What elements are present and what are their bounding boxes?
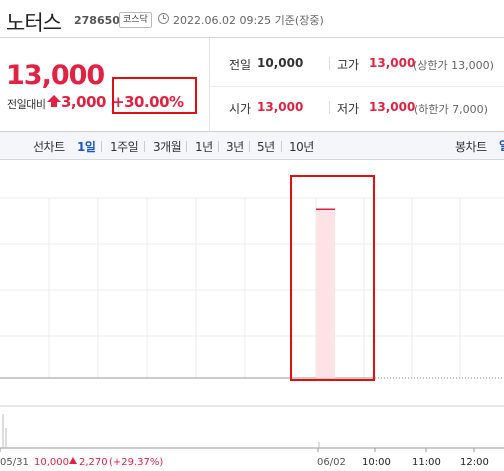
lower-limit: (하한가 7,000) [414,103,488,116]
candle-chart-tab[interactable]: 봉차트 [455,140,487,154]
prev-close-value: 10,000 [257,56,304,70]
chart-toolbar [0,132,504,159]
period-3y-tab[interactable]: 3년 [226,140,244,154]
line-chart-tab[interactable]: 선차트 [33,140,65,154]
open-value: 13,000 [257,100,304,114]
change-label: 전일대비 [7,98,46,111]
divider [0,131,504,132]
prev-day-price: 10,000 [34,457,69,468]
x-tick-label: 06/02 [317,457,346,468]
separator [186,141,187,152]
open-label: 시가 [229,102,252,116]
separator [329,101,330,114]
clock-icon [158,13,169,24]
chart-labels: 05/31 06/02 10:00 11:00 12:00 10,000 2,270 (+29… [0,457,489,468]
low-label: 저가 [337,102,360,116]
divider [0,37,504,38]
period-10y-tab[interactable]: 10년 [289,140,314,154]
divider [209,38,210,131]
change-amount: 3,000 [61,93,106,111]
intraday-chart: 05/31 06/02 10:00 11:00 12:00 10,000 2,270 (+29… [0,197,504,468]
high-value: 13,000 [369,56,416,70]
period-3m-tab[interactable]: 3개월 [153,140,182,154]
current-price: 13,000 [6,60,105,91]
high-label: 고가 [337,58,360,72]
highlight-box-bar [290,175,375,381]
price-area [316,209,335,378]
prev-close-label: 전일 [229,58,252,72]
change-percent: +30.00% [112,93,184,111]
upper-limit: (상한가 13,000) [413,59,494,72]
separator [144,141,145,152]
low-value: 13,000 [369,100,416,114]
x-tick-label: 11:00 [412,457,441,468]
x-tick-label: 10:00 [362,457,391,468]
prev-day-change: 2,270 [79,457,108,468]
x-tick-label: 05/31 [0,457,29,468]
separator [329,57,330,70]
separator [101,141,102,152]
up-triangle-icon [69,457,77,464]
period-1w-tab[interactable]: 1주일 [110,140,139,154]
period-1d-tab[interactable]: 1일 [77,140,96,154]
highlight-box-percent [112,77,197,114]
divider [209,86,504,87]
stock-code: 278650 [74,14,120,27]
chart-marks [2,208,335,448]
prev-day-percent: (+29.37%) [109,457,163,468]
timestamp: 2022.06.02 09:25 기준(장중) [173,14,324,27]
x-tick-label: 12:00 [460,457,489,468]
divider [0,159,504,160]
separator [249,141,250,152]
up-arrow-icon [47,95,61,102]
period-1y-tab[interactable]: 1년 [195,140,213,154]
separator [218,141,219,152]
separator [281,141,282,152]
partial-tab[interactable]: 일 [499,137,504,151]
up-arrow-icon-stem [51,102,57,107]
chart-grid [0,197,504,452]
market-badge: 코스닥 [119,12,152,28]
stock-name: 노터스 [6,11,62,35]
period-5y-tab[interactable]: 5년 [257,140,275,154]
